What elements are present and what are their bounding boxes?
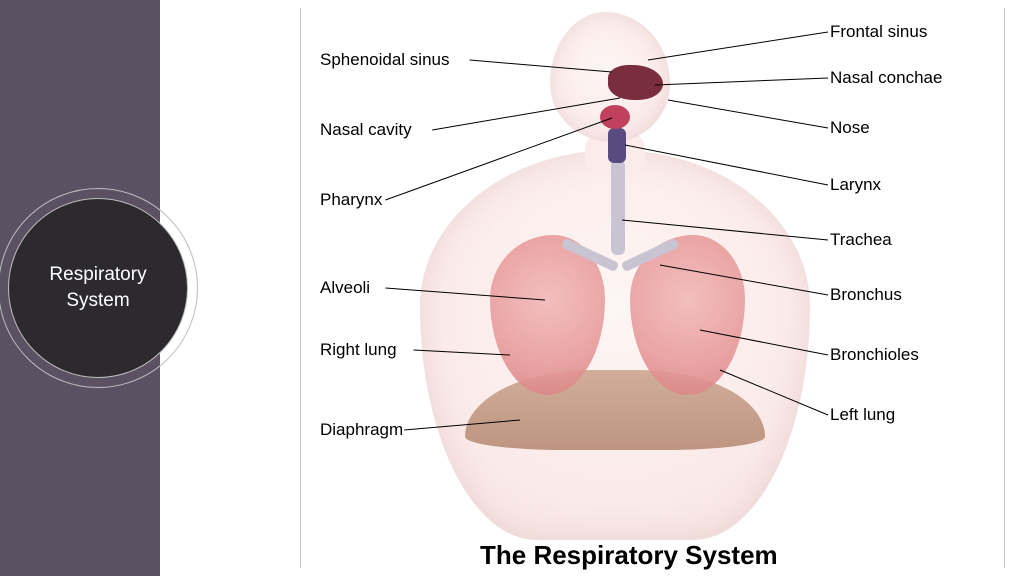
slide-stage: Respiratory System Sphenoidal sinus Nasal… bbox=[0, 0, 1024, 576]
anatomy-label: Bronchus bbox=[830, 285, 902, 305]
pharynx-shape bbox=[600, 105, 630, 129]
anatomy-label: Diaphragm bbox=[320, 420, 403, 440]
anatomy-label: Sphenoidal sinus bbox=[320, 50, 449, 70]
slide-title: Respiratory System bbox=[49, 262, 146, 313]
anatomy-label: Frontal sinus bbox=[830, 22, 927, 42]
anatomy-label: Nasal conchae bbox=[830, 68, 942, 88]
nasal-shape bbox=[608, 65, 663, 100]
anatomy-label: Right lung bbox=[320, 340, 397, 360]
slide-title-line2: System bbox=[66, 290, 129, 311]
anatomy-label: Left lung bbox=[830, 405, 895, 425]
anatomy-label: Alveoli bbox=[320, 278, 370, 298]
anatomy-label: Nasal cavity bbox=[320, 120, 412, 140]
anatomy-label: Pharynx bbox=[320, 190, 382, 210]
trachea-shape bbox=[611, 160, 625, 255]
figure-caption: The Respiratory System bbox=[480, 540, 778, 571]
figure-border-left bbox=[300, 8, 301, 568]
slide-title-line1: Respiratory bbox=[49, 264, 146, 285]
title-circle: Respiratory System bbox=[8, 198, 188, 378]
anatomy-label: Trachea bbox=[830, 230, 892, 250]
anatomy-label: Nose bbox=[830, 118, 870, 138]
larynx-shape bbox=[608, 128, 626, 163]
anatomy-label: Larynx bbox=[830, 175, 881, 195]
figure-border-right bbox=[1004, 8, 1005, 568]
anatomy-label: Bronchioles bbox=[830, 345, 919, 365]
